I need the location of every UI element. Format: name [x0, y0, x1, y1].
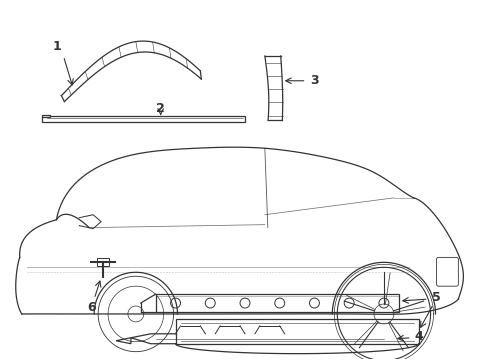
Text: 2: 2 [156, 102, 165, 115]
Bar [42, 114, 49, 117]
Bar [175, 319, 418, 344]
Bar [42, 116, 245, 122]
Text: 5: 5 [432, 291, 441, 303]
FancyBboxPatch shape [437, 257, 458, 286]
Polygon shape [116, 338, 131, 344]
Polygon shape [156, 294, 399, 312]
Text: 4: 4 [414, 330, 423, 343]
Text: 1: 1 [52, 40, 61, 53]
Polygon shape [131, 334, 394, 344]
Text: 6: 6 [87, 301, 96, 314]
Text: 3: 3 [310, 74, 319, 87]
Bar [97, 258, 109, 266]
